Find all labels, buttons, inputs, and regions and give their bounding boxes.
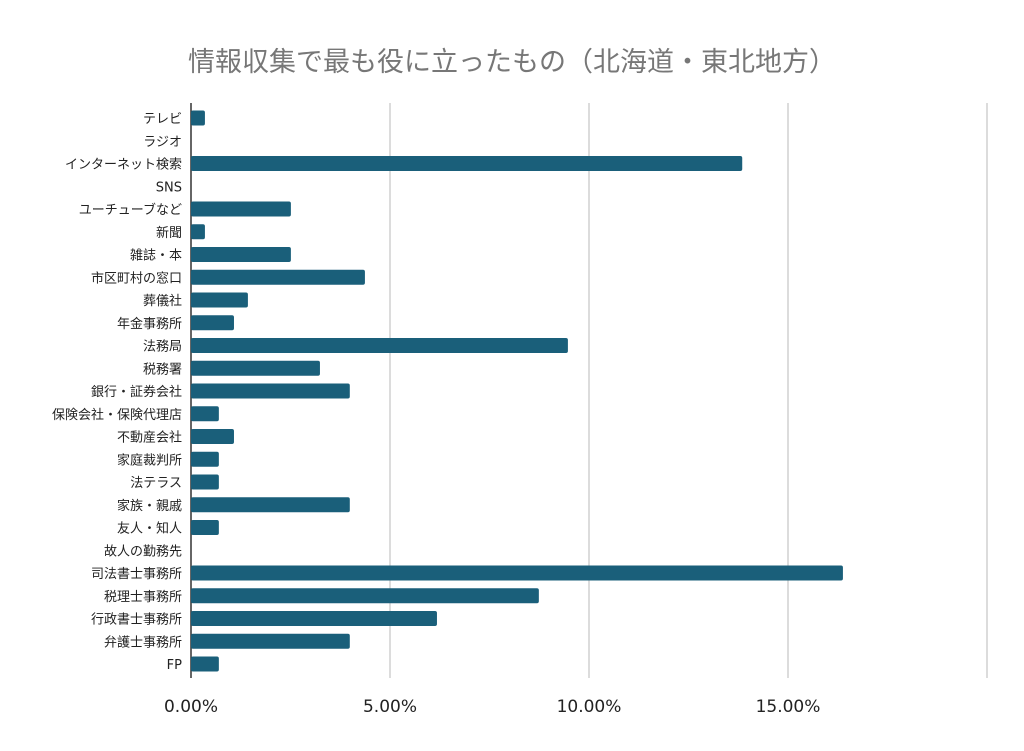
y-category-label: 銀行・証券会社 bbox=[91, 384, 182, 400]
bar bbox=[191, 383, 350, 399]
y-category-label: 家庭裁判所 bbox=[117, 452, 182, 468]
bar bbox=[191, 247, 291, 262]
y-category-label: インターネット検索 bbox=[65, 158, 182, 173]
bar bbox=[191, 292, 248, 308]
y-category-label: ユーチューブなど bbox=[79, 202, 182, 218]
y-category-label: 保険会社・保険代理店 bbox=[52, 407, 182, 423]
y-category-label: 故人の勤務先 bbox=[104, 544, 182, 559]
x-tick-label: 0.00% bbox=[164, 697, 218, 717]
y-category-label: 弁護士事務所 bbox=[104, 634, 182, 650]
bar bbox=[191, 224, 205, 240]
bar bbox=[191, 565, 843, 581]
y-category-label: FP bbox=[167, 658, 182, 673]
y-category-label: ラジオ bbox=[143, 135, 182, 150]
y-category-label: 年金事務所 bbox=[117, 316, 182, 332]
bar bbox=[191, 497, 350, 513]
chart-title: 情報収集で最も役に立ったもの（北海道・東北地方） bbox=[188, 47, 836, 78]
bar bbox=[191, 656, 219, 672]
bar bbox=[191, 429, 234, 444]
y-category-label: 家族・親戚 bbox=[117, 498, 182, 514]
bar bbox=[191, 110, 205, 126]
bar bbox=[191, 338, 568, 353]
y-category-label: 行政書士事務所 bbox=[91, 613, 182, 628]
bar bbox=[191, 474, 219, 490]
bar bbox=[191, 406, 219, 422]
y-category-label: 法テラス bbox=[130, 476, 182, 491]
x-tick-label: 15.00% bbox=[756, 697, 821, 717]
y-category-label: 葬儀社 bbox=[143, 293, 182, 309]
y-category-label: テレビ bbox=[143, 112, 182, 127]
y-category-label: 友人・知人 bbox=[117, 521, 182, 537]
bar bbox=[191, 269, 365, 285]
y-category-label: SNS bbox=[156, 180, 182, 195]
bar bbox=[191, 520, 219, 535]
bar bbox=[191, 588, 539, 604]
bar bbox=[191, 201, 291, 217]
x-tick-label: 5.00% bbox=[363, 697, 417, 717]
bar bbox=[191, 451, 219, 467]
y-category-label: 税理士事務所 bbox=[104, 590, 182, 605]
bar bbox=[191, 315, 234, 331]
y-category-label: 司法書士事務所 bbox=[91, 567, 182, 582]
y-category-label: 新聞 bbox=[156, 225, 182, 241]
bar bbox=[191, 611, 437, 626]
bar bbox=[191, 360, 320, 376]
y-category-label: 税務署 bbox=[143, 362, 182, 377]
y-category-label: 市区町村の窓口 bbox=[91, 270, 182, 286]
y-category-label: 雑誌・本 bbox=[130, 248, 182, 264]
x-tick-label: 10.00% bbox=[557, 697, 622, 717]
y-category-label: 法務局 bbox=[143, 340, 182, 355]
bar bbox=[191, 156, 743, 171]
bar bbox=[191, 633, 350, 649]
y-category-label: 不動産会社 bbox=[117, 430, 182, 446]
